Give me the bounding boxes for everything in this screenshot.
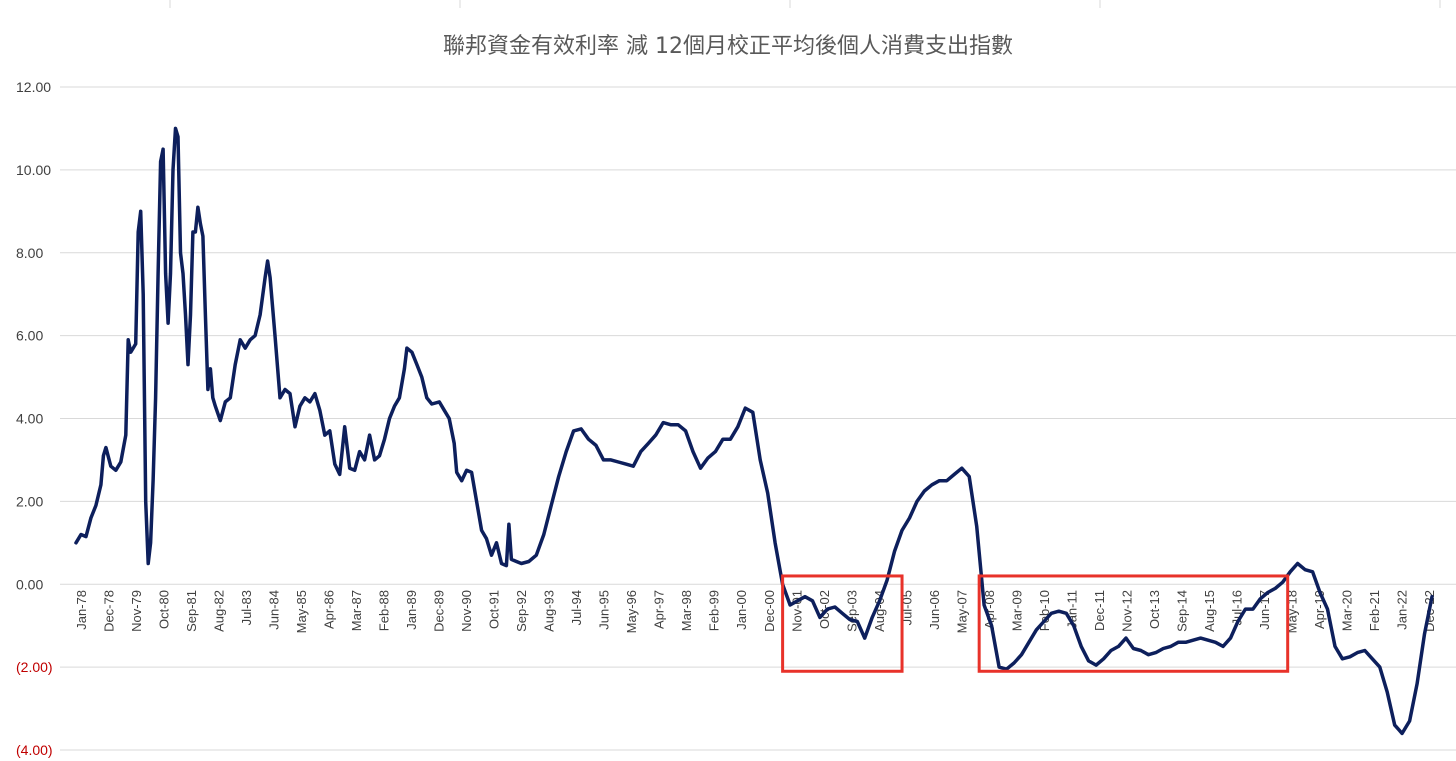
x-tick-label: Aug-15 [1202,590,1217,632]
y-axis-tick-labels: 12.00 10.00 8.00 6.00 4.00 2.00 0.00 (2.00) (4.0… [16,79,53,758]
highlight-boxes [781,574,1290,673]
x-tick-label: Apr-19 [1312,590,1327,629]
x-tick-label: Mar-98 [679,590,694,631]
x-tick-label: Jan-00 [734,590,749,630]
x-tick-label: Jun-06 [927,590,942,630]
x-tick-label: Feb-10 [1037,590,1052,631]
x-tick-label: Jan-78 [74,590,89,630]
series-line-0 [74,126,1434,736]
chart-title: 聯邦資金有效利率 減 12個月校正平均後個人消費支出指數 [443,34,1013,59]
x-tick-label: Dec-78 [102,590,117,632]
x-tick-label: May-07 [954,590,969,633]
x-tick-label: Oct-02 [817,590,832,629]
series-layer [74,126,1434,736]
x-tick-label: Feb-21 [1367,590,1382,631]
x-tick-label: Feb-88 [377,590,392,631]
x-tick-label: Aug-93 [542,590,557,632]
x-tick-label: Jan-22 [1394,590,1409,630]
x-tick-label: Dec-00 [762,590,777,632]
y-tick-label: 10.00 [16,162,51,178]
x-tick-label: May-96 [624,590,639,633]
x-tick-label: Aug-04 [872,590,887,632]
x-tick-label: Mar-09 [1009,590,1024,631]
highlight-box-0 [781,574,904,673]
x-tick-label: Jul-94 [569,590,584,625]
y-tick-label: 2.00 [16,493,43,509]
y-tick-label: 12.00 [16,79,51,95]
x-axis-tick-labels: Jan-78 Dec-78 Nov-79 Oct-80 Sep-81 Aug-82 Jul-… [74,590,1437,633]
x-tick-label: Apr-86 [322,590,337,629]
y-tick-label: 4.00 [16,411,43,427]
x-tick-label: Jul-83 [239,590,254,625]
x-tick-label: Feb-99 [707,590,722,631]
x-tick-label: Sep-14 [1174,590,1189,632]
x-tick-label: Nov-12 [1119,590,1134,632]
x-tick-label: Nov-01 [789,590,804,632]
x-tick-label: Jun-84 [267,590,282,630]
x-tick-label: Apr-08 [982,590,997,629]
x-tick-label: Sep-92 [514,590,529,632]
x-tick-label: Oct-13 [1147,590,1162,629]
y-tick-label: (2.00) [16,659,53,675]
x-tick-label: Dec-89 [432,590,447,632]
highlight-box-1 [977,574,1290,673]
x-tick-label: Jun-95 [597,590,612,630]
y-tick-label: (4.00) [16,742,53,758]
x-tick-label: Apr-97 [652,590,667,629]
x-tick-label: Oct-80 [157,590,172,629]
x-tick-label: Mar-87 [349,590,364,631]
x-tick-label: Aug-82 [212,590,227,632]
x-tick-label: Jan-89 [404,590,419,630]
x-tick-label: Mar-20 [1339,590,1354,631]
x-tick-label: Nov-79 [129,590,144,632]
x-tick-label: Nov-90 [459,590,474,632]
y-tick-label: 6.00 [16,328,43,344]
x-tick-label: May-85 [294,590,309,633]
x-tick-label: Dec-11 [1092,590,1107,631]
x-tick-label: Sep-81 [184,590,199,632]
y-tick-label: 0.00 [16,576,43,592]
y-tick-label: 8.00 [16,245,43,261]
x-tick-label: Oct-91 [487,590,502,629]
x-tick-label: Sep-03 [844,590,859,632]
